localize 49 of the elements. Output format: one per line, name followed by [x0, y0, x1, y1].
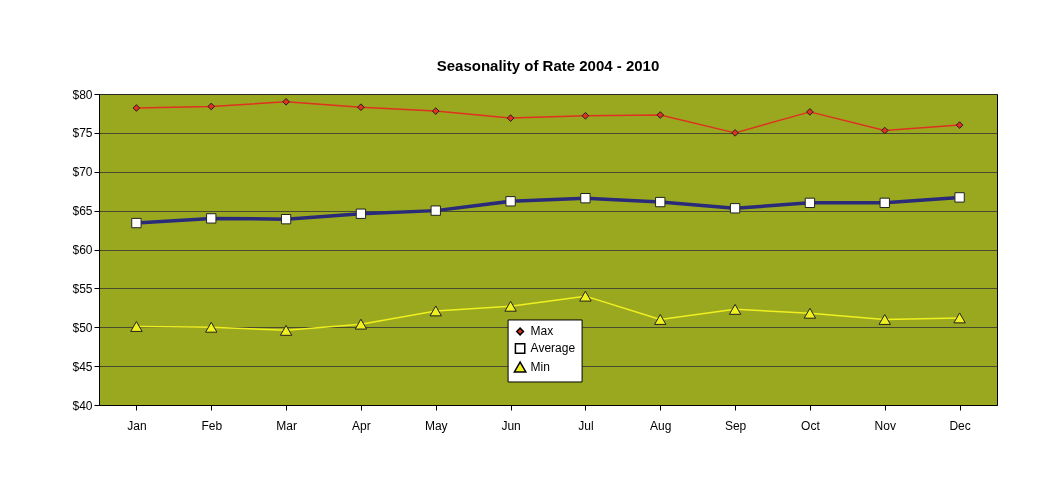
x-tick-label: Nov: [874, 418, 896, 433]
point: [429, 305, 442, 317]
x-tick-label: Oct: [801, 418, 821, 433]
point: [654, 314, 667, 325]
y-tick-label: $40: [72, 398, 93, 413]
y-tick-label: $75: [72, 126, 93, 141]
x-tick-label: Aug: [650, 418, 672, 433]
y-tick-label: $80: [72, 87, 93, 102]
point: [880, 126, 889, 135]
x-tick-label: Sep: [724, 418, 747, 433]
x-tick-label: Feb: [201, 418, 223, 433]
x-tick-label: Jan: [127, 418, 147, 433]
point: [579, 290, 592, 302]
legend-label: Average: [530, 341, 576, 356]
point: [282, 97, 290, 106]
x-tick-label: Jul: [578, 418, 594, 433]
point: [803, 307, 817, 319]
point: [207, 102, 216, 111]
x-tick-label: Mar: [276, 418, 297, 433]
point: [728, 303, 742, 315]
y-tick-label: $60: [72, 243, 93, 257]
point: [504, 300, 517, 312]
point: [731, 129, 739, 137]
y-tick-label: $45: [72, 359, 93, 374]
point: [506, 114, 515, 122]
point: [806, 108, 814, 116]
y-tick-label: $70: [72, 165, 93, 180]
legend-label: Min: [530, 359, 550, 374]
x-tick-label: May: [424, 418, 448, 433]
x-tick-label: Apr: [352, 418, 371, 433]
y-tick-label: $65: [72, 204, 93, 219]
legend-label: Max: [530, 324, 554, 339]
point: [953, 312, 966, 324]
point: [132, 104, 141, 112]
x-tick-label: Jun: [501, 418, 521, 433]
point: [357, 103, 365, 112]
point: [581, 111, 590, 120]
point: [279, 324, 293, 336]
y-tick-label: $55: [72, 281, 93, 296]
chart-title: Seasonality of Rate 2004 - 2010: [436, 57, 660, 74]
point: [354, 318, 368, 330]
point: [878, 314, 891, 325]
point: [955, 121, 964, 129]
point: [130, 321, 143, 332]
point: [431, 107, 440, 115]
x-tick-label: Dec: [949, 418, 971, 433]
point: [205, 321, 218, 333]
point: [656, 111, 665, 119]
y-tick-label: $50: [72, 320, 93, 335]
